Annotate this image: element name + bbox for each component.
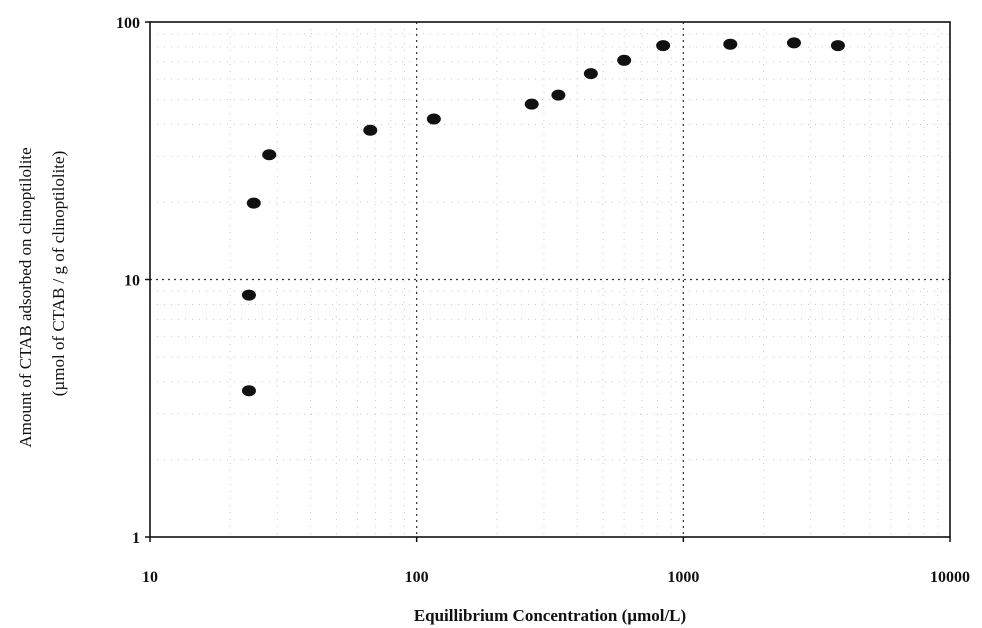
data-point [241, 385, 256, 397]
y-tick-label: 100 [116, 15, 140, 32]
y-axis-label-line1: Amount of CTAB adsorbed on clinoptilolit… [16, 147, 35, 447]
x-tick-label: 10 [142, 569, 158, 586]
y-axis-label-line2: (µmol of CTAB / g of clinoptilolite) [49, 151, 68, 396]
y-axis-ticks: 1 10 100 [116, 15, 150, 547]
data-point [617, 54, 632, 66]
data-point [246, 197, 261, 209]
data-point [583, 68, 598, 80]
data-point [363, 124, 378, 136]
data-point [524, 98, 539, 110]
data-point [786, 37, 801, 49]
major-gridlines [150, 22, 950, 537]
data-points [241, 37, 845, 397]
x-axis-label: Equillibrium Concentration (µmol/L) [414, 606, 686, 625]
data-point [426, 113, 441, 125]
data-point [723, 38, 738, 50]
y-tick-label: 10 [124, 273, 140, 290]
x-tick-label: 100 [405, 569, 429, 586]
data-point [830, 40, 845, 52]
data-point [656, 40, 671, 52]
x-tick-label: 10000 [930, 569, 970, 586]
data-point [551, 89, 566, 101]
minor-gridlines [150, 22, 950, 537]
x-tick-label: 1000 [667, 569, 699, 586]
data-point [262, 149, 277, 161]
x-axis-ticks: 10 100 1000 10000 [142, 537, 970, 586]
data-point [241, 289, 256, 301]
y-tick-label: 1 [132, 530, 140, 547]
